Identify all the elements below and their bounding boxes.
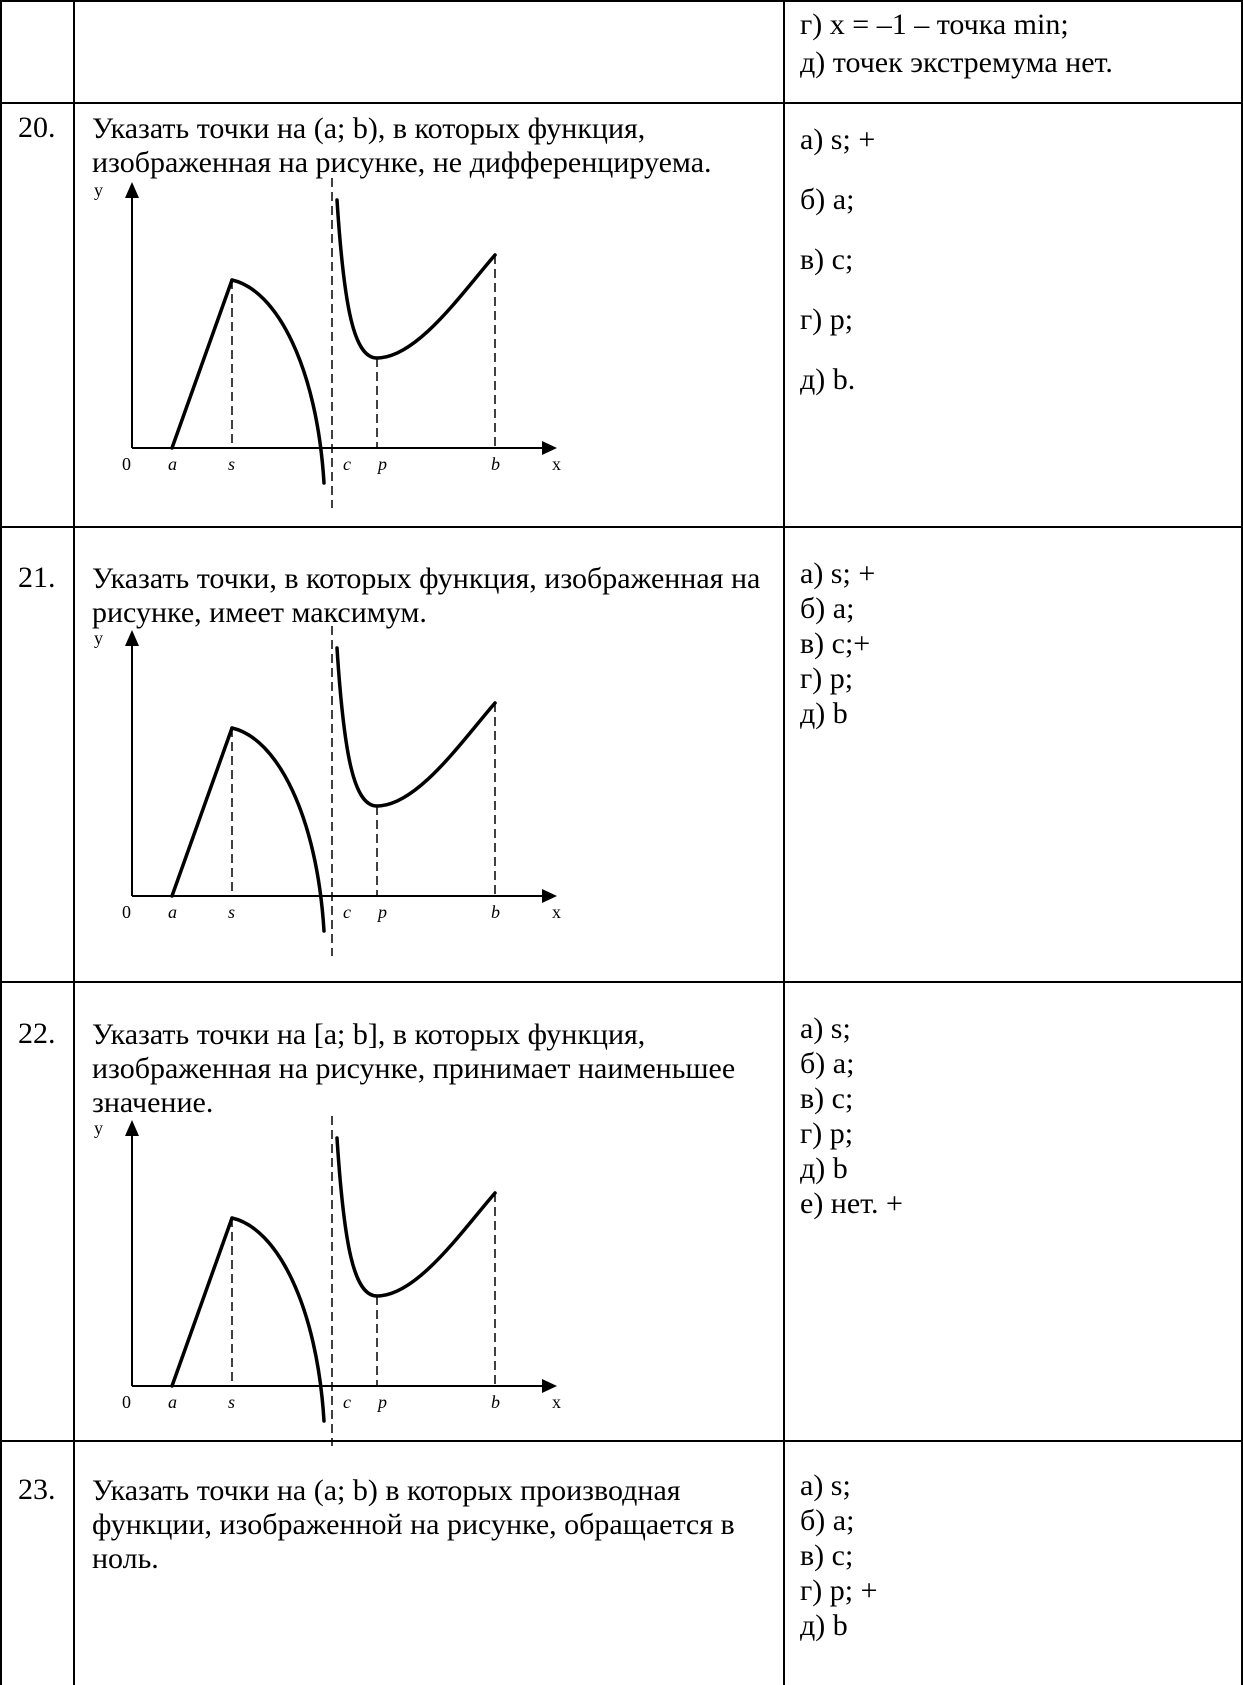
answer-options: г) x = –1 – точка min; д) точек экстрему… bbox=[800, 6, 1113, 82]
curve-right-branch bbox=[335, 198, 497, 360]
answer-option: г) p; + bbox=[800, 1574, 878, 1607]
answer-option: б) а; bbox=[800, 183, 855, 216]
function-graph: y x 0 a s c p b bbox=[94, 178, 561, 508]
x-point-label: s bbox=[228, 1392, 235, 1412]
x-point-label: p bbox=[376, 454, 387, 474]
origin-label: 0 bbox=[122, 454, 131, 474]
row-divider bbox=[0, 981, 1243, 983]
y-axis-arrowhead bbox=[125, 182, 139, 198]
function-graph: y x 0 a s c p b bbox=[94, 1116, 561, 1446]
curve-left-branch bbox=[230, 278, 326, 485]
x-point-label: p bbox=[376, 1392, 387, 1412]
table-border-top bbox=[0, 0, 1243, 2]
curve-left-branch bbox=[230, 726, 326, 933]
answer-options: а) s; б) а; в) c; г) p; д) b е) нет. + bbox=[800, 1011, 903, 1221]
y-axis-arrowhead bbox=[125, 1120, 139, 1136]
x-axis-label: x bbox=[552, 902, 561, 922]
column-divider bbox=[783, 0, 785, 1685]
origin-label: 0 bbox=[122, 1392, 131, 1412]
x-point-label: c bbox=[343, 454, 351, 474]
x-axis-arrowhead bbox=[542, 889, 557, 903]
row-divider bbox=[0, 526, 1243, 528]
curve-rising-segment bbox=[170, 1216, 234, 1388]
answer-option: в) c; bbox=[800, 243, 854, 276]
curve-rising-segment bbox=[170, 278, 234, 450]
answer-option: а) s; + bbox=[800, 123, 876, 156]
x-axis-label: x bbox=[552, 454, 561, 474]
answer-option: г) p; bbox=[800, 303, 854, 336]
x-point-label: c bbox=[343, 902, 351, 922]
answer-option: д) точек экстремума нет. bbox=[800, 46, 1113, 79]
answer-option: а) s; bbox=[800, 1012, 851, 1045]
y-axis-label: y bbox=[94, 1118, 103, 1138]
x-point-label: p bbox=[376, 902, 387, 922]
curve-rising-segment bbox=[170, 726, 234, 898]
answer-options: а) s; + б) а; в) c; г) p; д) b. bbox=[800, 110, 875, 410]
question-number: 21. bbox=[18, 561, 56, 594]
answer-option: б) а; bbox=[800, 592, 855, 625]
origin-label: 0 bbox=[122, 902, 131, 922]
answer-option: в) c;+ bbox=[800, 627, 871, 660]
x-point-label: a bbox=[168, 902, 177, 922]
x-point-label: b bbox=[491, 1392, 500, 1412]
answer-option: д) b bbox=[800, 1152, 848, 1185]
answer-option: д) b bbox=[800, 697, 848, 730]
answer-option: б) а; bbox=[800, 1504, 855, 1537]
answer-option: а) s; + bbox=[800, 557, 876, 590]
question-number: 22. bbox=[18, 1017, 56, 1050]
question-text: Указать точки на (a; b), в которых функц… bbox=[92, 112, 712, 179]
answer-option: г) x = –1 – точка min; bbox=[800, 8, 1069, 41]
row-divider bbox=[0, 1440, 1243, 1442]
question-text: Указать точки на [a; b], в которых функц… bbox=[92, 1018, 736, 1119]
x-axis-label: x bbox=[552, 1392, 561, 1412]
question-text: Указать точки на (a; b) в которых произв… bbox=[92, 1474, 735, 1575]
row-divider bbox=[0, 102, 1243, 104]
x-point-label: c bbox=[343, 1392, 351, 1412]
question-number: 20. bbox=[18, 111, 56, 144]
answer-option: д) b. bbox=[800, 363, 856, 396]
answer-options: а) s; б) а; в) c; г) p; + д) b bbox=[800, 1468, 878, 1643]
table-border-right bbox=[1241, 0, 1243, 1685]
y-axis-arrowhead bbox=[125, 630, 139, 646]
answer-option: г) p; bbox=[800, 1117, 854, 1150]
answer-option: е) нет. + bbox=[800, 1187, 903, 1220]
curve-right-branch bbox=[335, 1136, 497, 1298]
function-graph: y x 0 a s c p b bbox=[94, 626, 561, 956]
answer-option: г) p; bbox=[800, 662, 854, 695]
x-axis-arrowhead bbox=[542, 441, 557, 455]
x-point-label: a bbox=[168, 1392, 177, 1412]
column-divider bbox=[73, 0, 75, 1685]
answer-options: а) s; + б) а; в) c;+ г) p; д) b bbox=[800, 556, 875, 731]
answer-option: а) s; bbox=[800, 1469, 851, 1502]
question-number: 23. bbox=[18, 1473, 56, 1506]
x-point-label: b bbox=[491, 902, 500, 922]
question-text: Указать точки, в которых функция, изобра… bbox=[92, 562, 761, 629]
curve-right-branch bbox=[335, 646, 497, 808]
answer-option: в) c; bbox=[800, 1082, 854, 1115]
x-point-label: s bbox=[228, 454, 235, 474]
answer-option: б) а; bbox=[800, 1047, 855, 1080]
x-point-label: a bbox=[168, 454, 177, 474]
x-point-label: s bbox=[228, 902, 235, 922]
table-border-left bbox=[0, 0, 2, 1685]
y-axis-label: y bbox=[94, 180, 103, 200]
x-axis-arrowhead bbox=[542, 1379, 557, 1393]
x-point-label: b bbox=[491, 454, 500, 474]
curve-left-branch bbox=[230, 1216, 326, 1423]
answer-option: д) b bbox=[800, 1609, 848, 1642]
answer-option: в) c; bbox=[800, 1539, 854, 1572]
y-axis-label: y bbox=[94, 628, 103, 648]
